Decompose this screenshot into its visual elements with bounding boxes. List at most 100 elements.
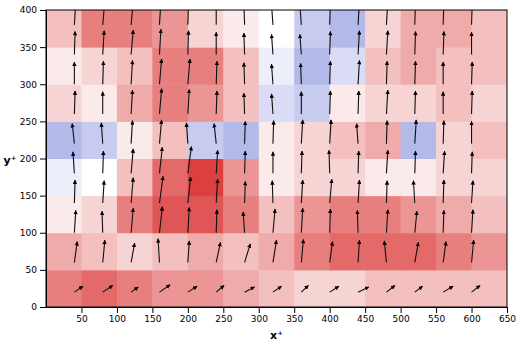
heatmap-cell [294,10,330,48]
heatmap-cell [259,196,295,234]
velocity-vector [216,285,224,292]
heatmap-cell [152,121,188,159]
heatmap-cell [472,10,507,48]
x-tick-mark [365,307,366,313]
heatmap-cell [401,47,437,85]
y-axis-line [46,11,47,308]
heatmap-cell [472,233,507,271]
velocity-vector [131,243,135,262]
velocity-vector [159,29,160,54]
heatmap-cell [81,196,117,234]
velocity-vector [328,150,330,173]
heatmap-cell [117,121,153,159]
heatmap-cell [401,121,437,159]
heatmap-cell [152,47,188,85]
velocity-vector [272,181,274,203]
velocity-vector [159,285,170,292]
velocity-vector [216,10,217,25]
velocity-vector [301,151,303,173]
velocity-vector [243,212,244,233]
y-tick-label: 400 [20,5,37,15]
heatmap-cell [81,233,117,271]
velocity-vector [329,61,331,84]
velocity-vector [472,285,481,292]
velocity-vector [358,91,360,114]
velocity-vector [244,121,246,143]
velocity-vector [188,286,197,292]
heatmap-cell [330,233,366,271]
velocity-vector [386,285,395,292]
velocity-vector [159,120,161,144]
velocity-vector [245,244,251,263]
x-tick-label: 400 [322,314,339,324]
velocity-vector [159,89,161,114]
velocity-vector [102,92,103,114]
x-axis-title: x⁺ [270,329,283,342]
velocity-vector [472,210,473,233]
velocity-vector [386,181,388,203]
y-tick-label: 300 [20,80,37,90]
heatmap-cell [46,10,82,48]
velocity-vector [386,90,387,114]
heatmap-cell [365,270,401,307]
velocity-vector [471,62,473,84]
velocity-vector [301,92,302,114]
velocity-vector [329,10,331,25]
velocity-vector [188,208,189,233]
heatmap-cell [46,233,82,271]
velocity-vector [414,10,416,25]
x-tick-mark [152,307,153,313]
heatmap-cell [188,196,224,234]
velocity-vector [101,123,102,144]
heatmap-cell [401,196,437,234]
velocity-vector [386,61,388,84]
velocity-vector [384,241,386,263]
plot-content [46,10,507,307]
velocity-vector [74,32,76,55]
velocity-vector [443,151,444,173]
heatmap-cell [81,270,117,307]
x-axis: 50100150200250300350400450500550600650 [47,307,517,324]
velocity-vector [131,90,132,114]
heatmap-cell [81,159,117,197]
x-tick-mark [223,307,224,313]
velocity-vector [415,242,419,262]
velocity-vector [216,150,217,173]
heatmap-cell [188,84,224,122]
velocity-vector [330,179,332,203]
heatmap-cell [46,84,82,122]
heatmap-cell [401,84,437,122]
heatmap-cell [472,84,507,122]
y-tick-mark [40,10,46,11]
heatmap-cell [294,233,330,271]
velocity-vector [188,89,189,114]
x-tick: 150 [144,307,161,324]
x-tick: 600 [463,307,480,324]
velocity-vector [103,285,113,292]
y-tick-mark [40,196,46,197]
heatmap-cell [436,196,472,234]
heatmap-cell [294,121,330,159]
heatmap-cell [330,270,366,307]
velocity-vector [159,59,161,84]
y-tick: 100 [20,228,46,238]
velocity-vector [414,151,416,173]
heatmap-cell [259,10,295,48]
x-tick-mark [294,307,295,313]
velocity-vector [216,61,218,84]
x-tick: 500 [393,307,410,324]
velocity-vector [415,286,423,292]
velocity-vector [300,35,301,55]
y-tick-label: 50 [26,265,38,275]
velocity-vector [131,30,133,55]
velocity-vector [74,210,75,232]
velocity-vector [131,121,132,144]
x-tick: 350 [286,307,303,324]
velocity-vector [301,285,308,292]
heatmap-cell [365,159,401,197]
velocity-vector [214,124,216,144]
heatmap-cell [294,84,330,122]
x-tick-mark [117,307,118,313]
velocity-vector [471,32,472,54]
heatmap-cell [81,47,117,85]
